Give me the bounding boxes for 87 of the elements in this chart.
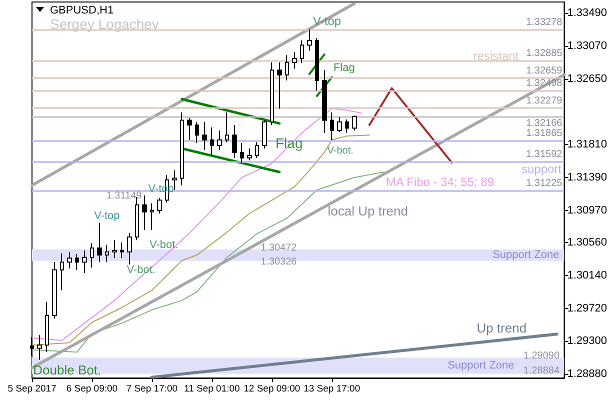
candlestick xyxy=(112,240,117,259)
annotation: Flag xyxy=(333,62,355,74)
candlestick xyxy=(315,38,319,92)
candlestick xyxy=(300,40,304,64)
x-tick-label: 11 Sep 01:00 xyxy=(184,384,240,394)
candlestick xyxy=(37,334,42,360)
candlestick xyxy=(337,116,342,133)
candlestick xyxy=(52,262,57,319)
candlestick xyxy=(232,124,237,158)
annotation: V-bot. xyxy=(150,239,178,251)
ref-line-label: 1.32166 xyxy=(526,118,563,130)
x-tick-label: 13 Sep 17:00 xyxy=(304,384,360,394)
band-label: Support Zone xyxy=(492,249,560,262)
ref-line-label: 1.33278 xyxy=(526,17,563,28)
band-label: Support Zone xyxy=(448,360,514,372)
ref-line-label: 1.31225 xyxy=(526,178,563,189)
y-tick-label: 1.33070 xyxy=(567,40,608,52)
annotation: 1.30472 xyxy=(260,242,298,254)
ref-line-label: 1.32885 xyxy=(526,48,563,59)
candlestick xyxy=(75,254,79,270)
y-tick-label: 1.30560 xyxy=(567,236,608,248)
candlestick xyxy=(292,52,297,70)
x-tick-label: 7 Sep 17:00 xyxy=(126,384,178,394)
candlestick xyxy=(345,119,349,134)
candlestick xyxy=(105,244,109,263)
text: Sergey Logachev xyxy=(50,16,159,32)
annotation: V-top xyxy=(94,210,120,222)
candlestick xyxy=(210,126,214,156)
annotation: V-bot. xyxy=(327,146,354,156)
candlestick xyxy=(142,194,147,230)
x-tick-label: 6 Sep 09:00 xyxy=(66,384,118,394)
candlestick xyxy=(270,62,274,126)
annotation: 1.29090 xyxy=(523,350,560,362)
annotation: support xyxy=(521,162,562,176)
candlestick xyxy=(180,112,184,186)
candlestick xyxy=(202,121,207,151)
annotation: 1.31149 xyxy=(106,190,142,202)
candlestick xyxy=(352,115,357,131)
candlestick xyxy=(45,302,49,353)
candlestick xyxy=(322,70,327,134)
annotation: Flag xyxy=(276,135,303,151)
ref-line-label: 1.31592 xyxy=(526,149,563,160)
y-tick-label: 1.31390 xyxy=(567,171,608,184)
chart-title: GBPUSD,H1 xyxy=(50,4,114,16)
annotation: 1.30326 xyxy=(260,256,298,268)
ref-line-label: 1.32279 xyxy=(526,95,563,106)
ref-line-label: 1.32659 xyxy=(526,66,563,77)
annotation: 1.28884 xyxy=(523,366,560,376)
candlestick xyxy=(97,222,102,263)
candlestick xyxy=(217,130,222,151)
candlestick xyxy=(307,28,312,52)
y-tick-label: 1.29720 xyxy=(567,302,608,314)
annotation: V-top xyxy=(313,14,342,28)
candlestick xyxy=(247,148,252,161)
annotation: Double Bot. xyxy=(33,362,102,378)
candlestick xyxy=(330,112,334,140)
candlestick xyxy=(172,170,177,190)
annotation: Up trend xyxy=(476,320,527,336)
y-tick-label: 1.32650 xyxy=(567,72,608,85)
y-tick-label: 1.33490 xyxy=(567,6,608,19)
candlestick xyxy=(82,250,87,274)
y-tick-label: 1.30140 xyxy=(567,269,608,282)
ref-line-label: 1.31865 xyxy=(526,128,563,139)
annotation: MA Fibo - 34; 55; 89 xyxy=(386,175,494,189)
candlestick xyxy=(67,251,72,269)
candlestick xyxy=(195,121,199,144)
candlestick xyxy=(285,54,289,81)
y-tick-label: 1.30970 xyxy=(567,204,608,216)
y-tick-label: 1.28880 xyxy=(567,368,608,380)
annotation: resistant xyxy=(473,49,520,63)
x-tick-label: 12 Sep 09:00 xyxy=(244,384,300,394)
candlestick xyxy=(60,252,64,291)
annotation: local Up trend xyxy=(328,204,408,218)
y-tick-label: 1.29300 xyxy=(567,335,608,348)
candlestick xyxy=(120,242,124,259)
candlestick xyxy=(90,242,94,268)
candlestick xyxy=(187,117,192,140)
candlestick xyxy=(150,202,154,230)
candlestick xyxy=(262,120,267,149)
y-tick-label: 1.31810 xyxy=(567,138,608,151)
candlestick xyxy=(127,232,132,265)
candlestick xyxy=(255,142,259,158)
candlestick xyxy=(240,142,244,164)
candlestick xyxy=(277,62,282,110)
x-tick-label: 5 Sep 2017 xyxy=(8,384,56,394)
candlestick xyxy=(157,197,162,214)
candlestick xyxy=(225,112,229,143)
